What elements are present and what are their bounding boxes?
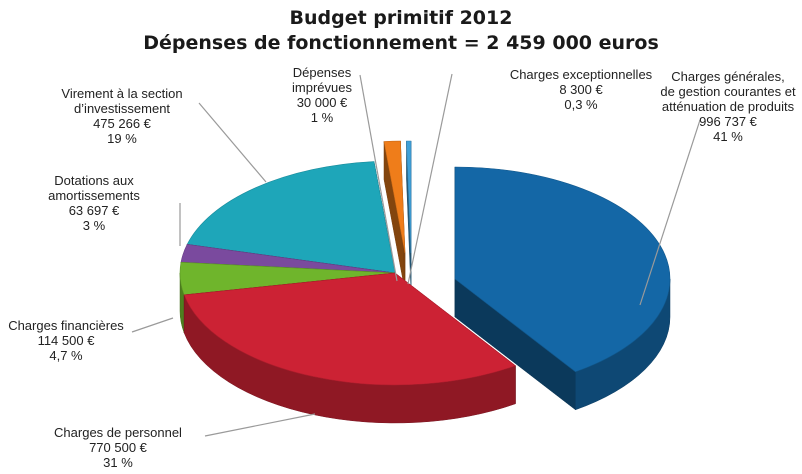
chart-subtitle: Dépenses de fonctionnement = 2 459 000 e… — [143, 32, 659, 54]
slice-labels: Charges générales, de gestion courantes e… — [8, 65, 796, 470]
slice-label: Dotations aux amortissements 63 697 €3 % — [48, 173, 140, 233]
slice-label: Dépenses imprévues 30 000 €1 % — [292, 65, 352, 125]
leader-line — [204, 413, 316, 437]
leader-line — [359, 74, 398, 282]
leader-line — [639, 119, 701, 306]
slice-label: Charges exceptionnelles 8 300 €0,3 % — [510, 67, 653, 112]
pie-slice — [183, 272, 517, 424]
pie-slices — [179, 140, 671, 424]
leader-line — [407, 73, 453, 285]
leader-line — [198, 102, 267, 183]
pie-slice — [383, 140, 406, 292]
pie-slice — [454, 166, 671, 411]
slice-label: Charges de personnel 770 500 €31 % — [54, 425, 182, 470]
pie-slice — [406, 140, 412, 292]
leader-line — [131, 317, 174, 333]
chart-title: Budget primitif 2012 — [289, 7, 513, 29]
leader-lines — [131, 73, 701, 437]
slice-label: Charges financières 114 500 €4,7 % — [8, 318, 124, 363]
slice-label: Charges générales, de gestion courantes e… — [660, 69, 796, 144]
slice-label: Virement à la section d’investissement 475… — [61, 86, 182, 146]
